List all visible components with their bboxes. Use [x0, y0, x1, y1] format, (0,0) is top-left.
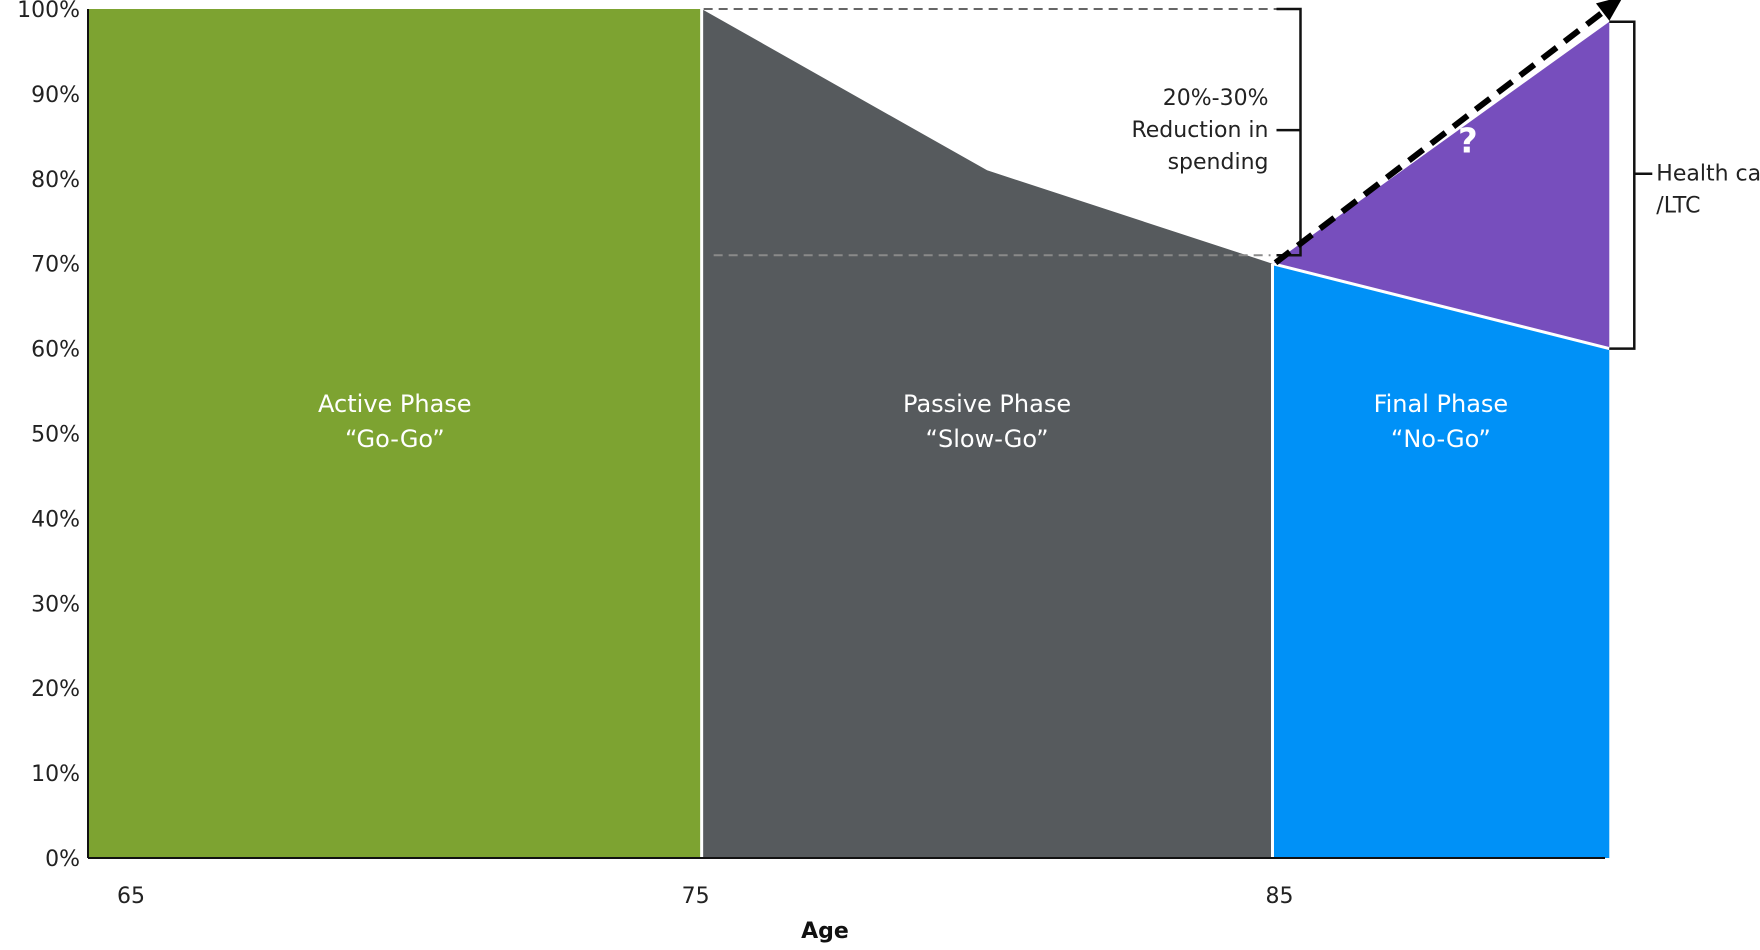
reference-lines	[703, 8, 1277, 257]
y-tick-label: 50%	[31, 423, 80, 448]
y-tick-label: 60%	[31, 338, 80, 363]
wedge-divider-line	[1272, 262, 1610, 351]
phase-nickname-3: “No-Go”	[1391, 425, 1491, 453]
phase-area-1	[88, 9, 702, 858]
phase-label-2: Passive Phase	[903, 390, 1071, 418]
y-tick-label: 30%	[31, 592, 80, 617]
reduction-label-line-2: Reduction in	[1131, 118, 1268, 143]
phase-nickname-2: “Slow-Go”	[926, 425, 1049, 453]
wedge-question-mark: ?	[1458, 122, 1478, 162]
health-care-label-line-1: Health care	[1656, 162, 1760, 187]
x-tick-label: 65	[117, 884, 145, 909]
reduction-label-line-1: 20%-30%	[1163, 86, 1269, 111]
rising-cost-arrow-line	[1273, 4, 1612, 266]
x-tick-label: 85	[1265, 884, 1293, 909]
y-tick-label: 100%	[17, 0, 80, 23]
y-tick-label: 10%	[31, 762, 80, 787]
phase-area-2	[701, 9, 1273, 858]
health-care-wedge	[1272, 21, 1610, 349]
phase-labels: Active Phase “Go-Go” Passive Phase “Slow-Go…	[318, 122, 1508, 453]
health-care-bracket	[1609, 20, 1636, 350]
y-tick-label: 90%	[31, 83, 80, 108]
y-tick-label: 0%	[45, 847, 80, 872]
y-tick-label: 70%	[31, 253, 80, 278]
reduction-label-line-3: spending	[1168, 150, 1269, 175]
phase-label-3: Final Phase	[1374, 390, 1509, 418]
y-tick-label: 20%	[31, 677, 80, 702]
phase-areas	[88, 9, 1610, 858]
rising-cost-arrow-head	[1595, 0, 1622, 21]
phase-label-1: Active Phase	[318, 390, 472, 418]
phase-area-3	[1272, 263, 1610, 858]
phase-nickname-1: “Go-Go”	[345, 425, 445, 453]
annotations: 20%-30% Reduction in spending Health care/L…	[1131, 0, 1760, 350]
health-care-label-line-2: /LTC	[1656, 194, 1700, 219]
y-tick-label: 80%	[31, 168, 80, 193]
x-axis-label: Age	[801, 919, 849, 944]
y-tick-label: 40%	[31, 507, 80, 532]
reduction-bracket	[1276, 7, 1302, 257]
x-tick-label: 75	[682, 884, 710, 909]
axes: 0% 10% 20% 30% 40% 50% 60% 70% 80% 90% 100% 65 75 85 A…	[17, 0, 1605, 944]
